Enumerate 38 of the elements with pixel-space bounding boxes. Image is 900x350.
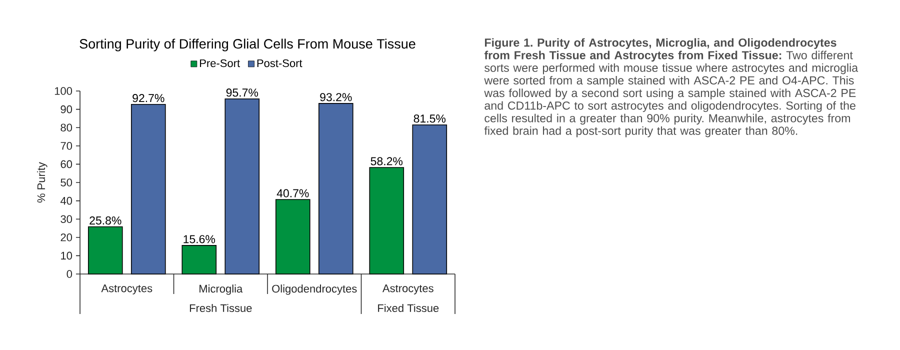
legend-label: Post-Sort [257, 59, 302, 68]
data-label: 93.2% [320, 93, 352, 102]
x-tick-label: Oligodendrocytes [272, 284, 357, 295]
bar [318, 103, 354, 274]
data-label: 95.7% [226, 88, 258, 97]
y-tick-label: 50 [60, 178, 72, 186]
bar [412, 124, 448, 274]
bar [88, 226, 123, 274]
y-tick-label: 80 [60, 124, 72, 132]
y-tick-label: 20 [60, 234, 72, 242]
y-tick-label: 40 [60, 196, 72, 205]
y-tick-label: 10 [61, 252, 72, 260]
data-label: 15.6% [184, 235, 216, 244]
text: Fixed Tissue [378, 304, 439, 312]
chart-title: Sorting Purity of Differing Glial Cells From Mouse Tissue [80, 38, 416, 52]
text: Fresh Tissue [190, 304, 252, 312]
y-axis-title: % Purity [37, 162, 48, 203]
data-label: 58.2% [370, 157, 403, 166]
y-tick-label: 60 [60, 160, 72, 168]
y-tick-label: 30 [60, 215, 72, 223]
text: Figure 1. Purity of Astrocytes, Microglia, and Oligodendrocytes from Fresh Tissue and Astrocytes from Fixed Tissue: Two different sorts were performed with mouse tissue where astrocytes and microglia were sorted from a sample stained with ASCA-2 PE and O4-APC. This was followed by a second sort using a sample stained with ASCA-2 PE and CD11b-APC to sort astrocytes and oligodendrocytes. Sorting of the cells resulted in a greater than 90% purity. Meanwhile, astrocytes from fixed brain had a post-sort purity that was greater than 80%. [484, 38, 858, 138]
x-tick-label: Astrocytes [101, 284, 152, 294]
bar [275, 199, 310, 274]
y-tick-label: 0 [66, 270, 72, 278]
data-label: 25.8% [90, 216, 122, 225]
bar [130, 104, 166, 274]
data-label: 92.7% [132, 94, 164, 102]
y-tick-label: 90 [60, 105, 72, 114]
x-tick-label: Astrocytes [382, 284, 434, 294]
data-label: 81.5% [414, 114, 446, 123]
x-tick-label: Microglia [200, 284, 243, 295]
bar [369, 167, 404, 274]
legend-label: Pre-Sort [200, 59, 240, 68]
data-label: 40.7% [276, 189, 309, 198]
bar [182, 245, 217, 274]
bar [224, 98, 260, 274]
y-tick-label: 70 [60, 142, 72, 150]
y-tick-label: 100 [54, 87, 72, 95]
